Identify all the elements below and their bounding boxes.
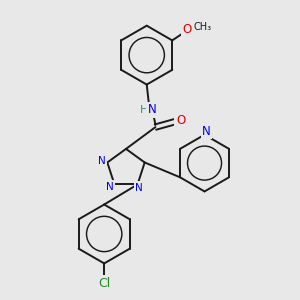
- Text: N: N: [106, 182, 114, 192]
- Text: O: O: [176, 114, 185, 127]
- Text: CH₃: CH₃: [194, 22, 212, 32]
- Text: N: N: [148, 103, 157, 116]
- Text: H: H: [140, 105, 149, 115]
- Text: Cl: Cl: [98, 277, 110, 290]
- Text: N: N: [202, 125, 211, 138]
- Text: N: N: [135, 183, 142, 193]
- Text: O: O: [183, 23, 192, 36]
- Text: N: N: [98, 156, 106, 167]
